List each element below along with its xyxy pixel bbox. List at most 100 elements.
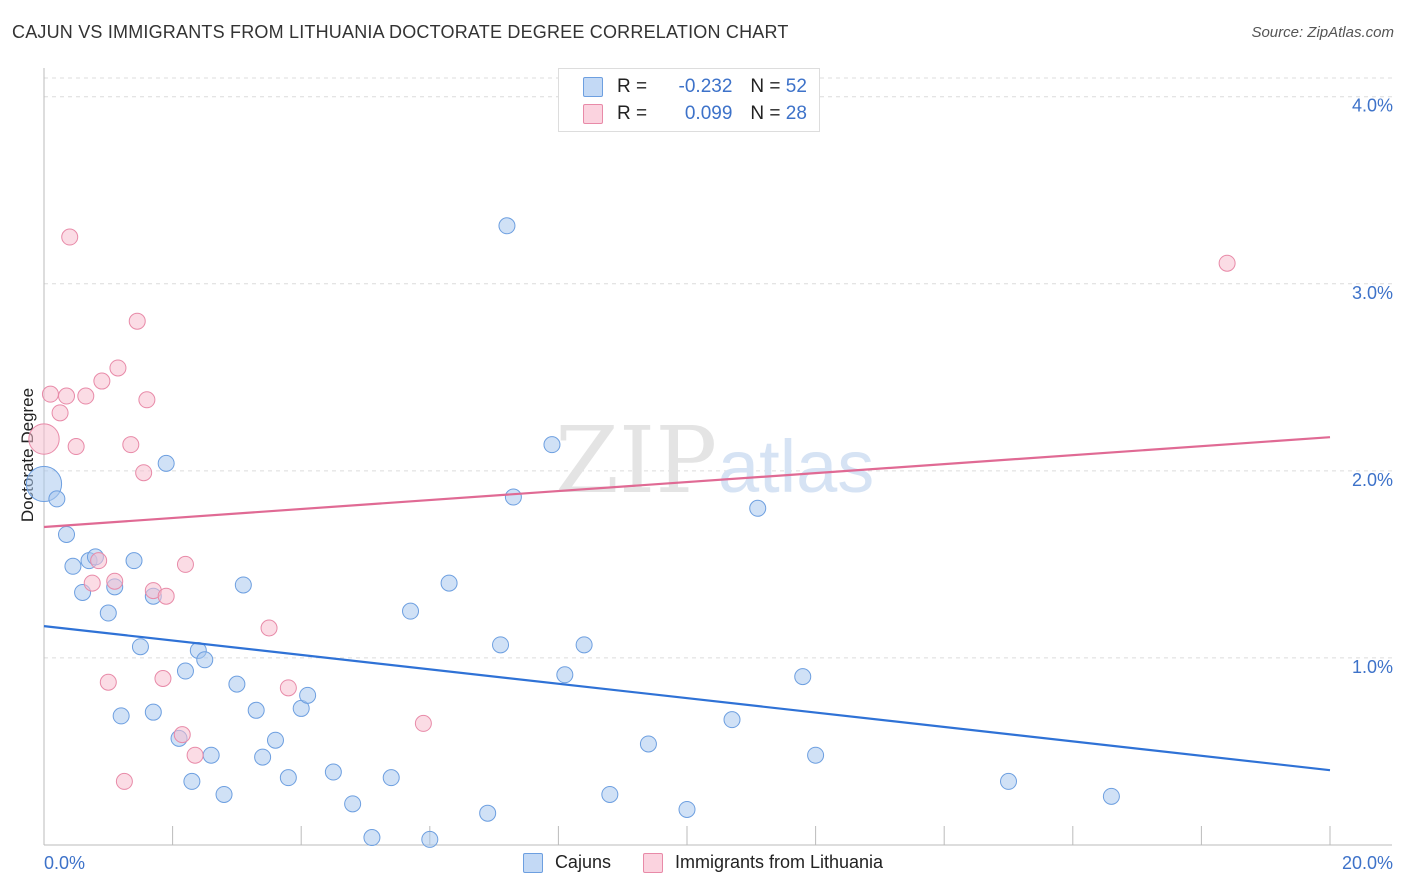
cajun-point bbox=[48, 490, 66, 508]
lithuania-point bbox=[173, 726, 191, 744]
cajuns-points bbox=[25, 217, 1120, 848]
cajun-point bbox=[324, 763, 342, 781]
cajun-point bbox=[247, 701, 265, 719]
lithuania-point bbox=[51, 404, 69, 422]
legend-swatch-cajuns bbox=[522, 852, 543, 873]
cajun-point bbox=[794, 668, 812, 686]
legend-item-lithuania[interactable]: Immigrants from Lithuania bbox=[642, 852, 883, 873]
legend-item-cajuns[interactable]: Cajuns bbox=[522, 852, 611, 873]
series-legend: Cajuns Immigrants from Lithuania bbox=[0, 852, 1406, 873]
legend-n-label: N = bbox=[750, 76, 781, 97]
cajun-point bbox=[131, 638, 149, 656]
cajun-point bbox=[1000, 772, 1017, 790]
cajun-point bbox=[125, 552, 143, 570]
legend-label-cajuns: Cajuns bbox=[554, 852, 611, 872]
cajun-point bbox=[202, 746, 220, 764]
cajun-point bbox=[543, 436, 561, 454]
cajun-point bbox=[58, 525, 76, 543]
legend-n-label: N = bbox=[750, 103, 781, 124]
cajun-point bbox=[157, 454, 175, 472]
cajun-point bbox=[440, 574, 458, 592]
cajun-point bbox=[492, 636, 510, 654]
cajun-point bbox=[299, 686, 317, 704]
stats-legend: R = -0.232 N = 52 R = 0.099 N = 28 bbox=[558, 68, 820, 132]
lithuania-points bbox=[28, 228, 1236, 790]
lithuania-point bbox=[157, 587, 175, 605]
legend-swatch-lithuania bbox=[583, 104, 603, 124]
cajun-point bbox=[176, 662, 194, 680]
legend-n-value: 28 bbox=[785, 103, 807, 124]
cajun-point bbox=[234, 576, 252, 594]
cajun-point bbox=[64, 557, 82, 575]
cajun-point bbox=[112, 707, 130, 725]
chart-title: CAJUN VS IMMIGRANTS FROM LITHUANIA DOCTO… bbox=[12, 22, 789, 42]
lithuania-point bbox=[138, 391, 156, 409]
lithuania-trend-line bbox=[43, 436, 1331, 529]
cajun-point bbox=[556, 666, 574, 684]
cajun-point bbox=[498, 217, 516, 235]
cajun-point bbox=[575, 636, 593, 654]
lithuania-point bbox=[128, 312, 146, 330]
grid-lines bbox=[44, 77, 1392, 659]
lithuania-point bbox=[279, 679, 297, 697]
cajun-point bbox=[228, 675, 246, 693]
cajun-point bbox=[1102, 787, 1120, 805]
lithuania-point bbox=[414, 714, 432, 732]
watermark-atlas: atlas bbox=[718, 425, 874, 508]
lithuania-point bbox=[83, 574, 101, 592]
lithuania-point bbox=[61, 228, 79, 246]
cajun-point bbox=[479, 804, 497, 822]
lithuania-point bbox=[106, 572, 124, 590]
cajun-point bbox=[421, 830, 439, 848]
lithuania-point bbox=[115, 772, 133, 790]
y-tick-label: 3.0% bbox=[1352, 283, 1393, 303]
legend-r-value: 0.099 bbox=[684, 103, 733, 124]
y-tick-label: 2.0% bbox=[1352, 470, 1393, 490]
y-tick-label: 4.0% bbox=[1352, 96, 1393, 116]
y-tick-label: 1.0% bbox=[1352, 657, 1393, 677]
cajun-point bbox=[215, 785, 233, 803]
cajun-trend-line bbox=[43, 625, 1331, 772]
tick-labels: 1.0% 2.0% 3.0% 4.0% 0.0% 20.0% bbox=[44, 96, 1393, 873]
lithuania-point bbox=[260, 619, 278, 637]
cajun-point bbox=[254, 748, 272, 766]
legend-r-label: R = bbox=[617, 103, 648, 124]
x-tick-label: 0.0% bbox=[44, 853, 85, 873]
cajun-point bbox=[601, 785, 619, 803]
lithuania-point bbox=[58, 387, 76, 405]
cajun-point bbox=[266, 731, 284, 749]
legend-n-value: 52 bbox=[785, 76, 807, 97]
cajun-point bbox=[639, 735, 657, 753]
lithuania-point bbox=[154, 670, 172, 688]
lithuania-point bbox=[77, 387, 95, 405]
cajun-point bbox=[723, 711, 741, 729]
lithuania-point bbox=[122, 436, 140, 454]
lithuania-point bbox=[109, 359, 127, 377]
lithuania-point bbox=[99, 673, 117, 691]
legend-r-label: R = bbox=[617, 76, 648, 97]
lithuania-point bbox=[93, 372, 111, 390]
lithuania-point bbox=[176, 555, 194, 573]
x-tick-label: 20.0% bbox=[1342, 853, 1393, 873]
lithuania-point bbox=[28, 423, 60, 455]
lithuania-point bbox=[41, 385, 59, 403]
cajun-point bbox=[807, 746, 825, 764]
legend-swatch-cajuns bbox=[583, 77, 603, 97]
cajun-point bbox=[344, 795, 362, 813]
lithuania-point bbox=[67, 438, 85, 456]
cajun-point bbox=[279, 769, 297, 787]
cajun-point bbox=[678, 800, 696, 818]
cajun-point bbox=[504, 488, 522, 506]
legend-swatch-lithuania bbox=[642, 852, 663, 873]
trend-lines bbox=[43, 436, 1331, 772]
watermark: ZIP atlas bbox=[555, 407, 874, 514]
source-label: Source: ZipAtlas.com bbox=[1251, 24, 1394, 41]
legend-row-lithuania: R = 0.099 N = 28 bbox=[583, 101, 807, 127]
cajun-point bbox=[363, 829, 381, 847]
cajun-point bbox=[402, 602, 420, 620]
cajun-point bbox=[144, 703, 162, 721]
cajun-point bbox=[183, 772, 201, 790]
lithuania-point bbox=[135, 464, 153, 482]
legend-row-cajuns: R = -0.232 N = 52 bbox=[583, 74, 807, 100]
